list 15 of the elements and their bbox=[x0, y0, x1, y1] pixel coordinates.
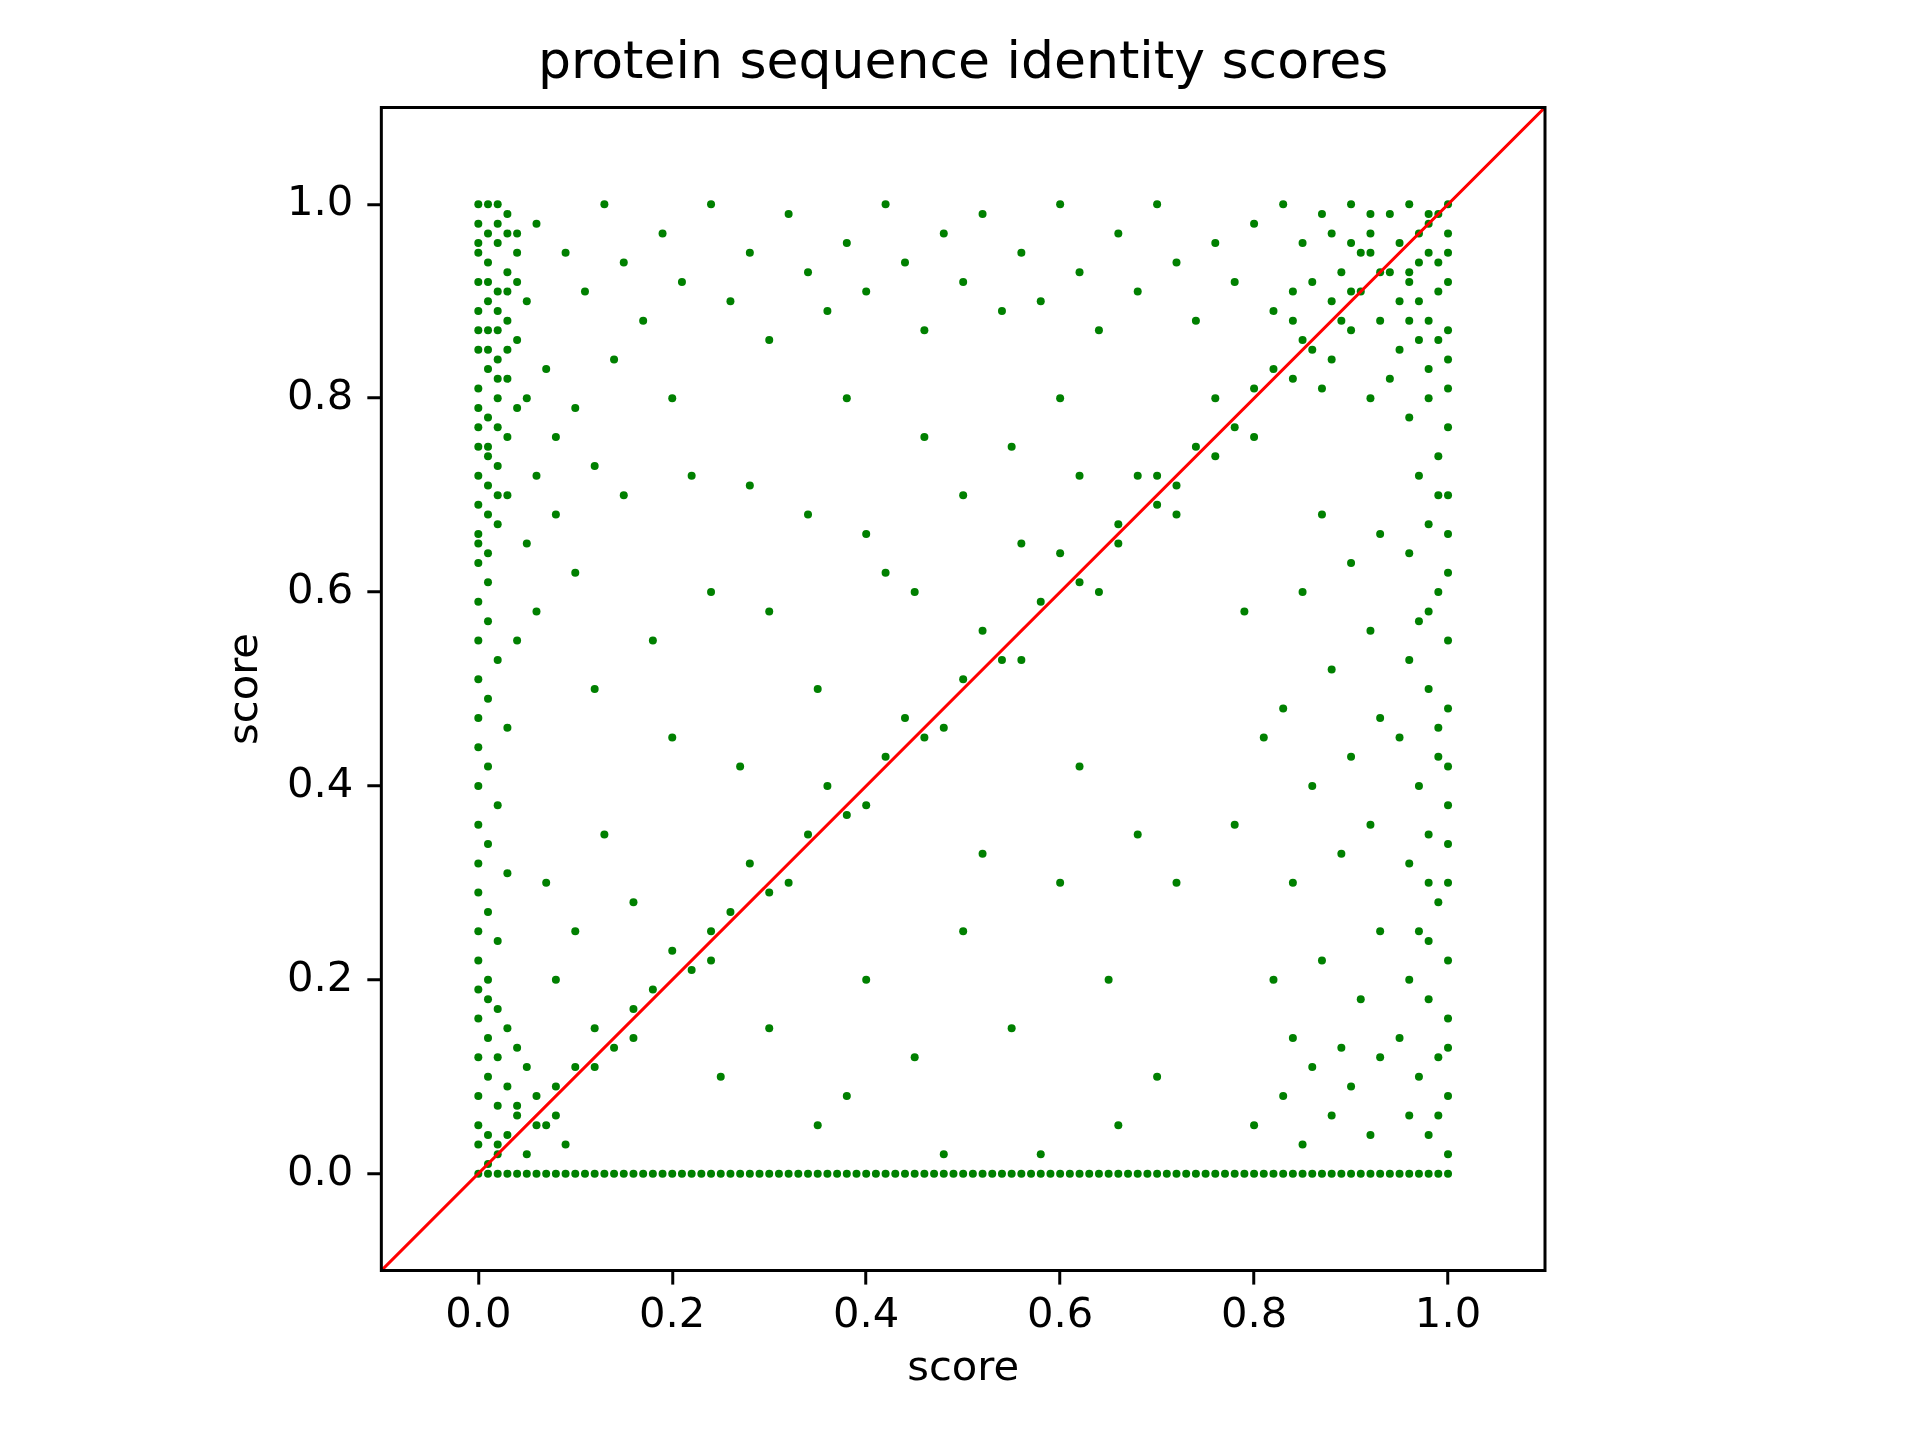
y-tick-label: 0.6 bbox=[287, 563, 354, 613]
y-tick-label: 0.2 bbox=[287, 951, 354, 1001]
y-tick-label: 0.0 bbox=[287, 1145, 354, 1195]
y-axis-title: score bbox=[217, 632, 267, 746]
chart-title: protein sequence identity scores bbox=[538, 29, 1389, 90]
y-tick-label: 0.8 bbox=[287, 370, 354, 420]
x-tick-label: 0.4 bbox=[833, 1288, 900, 1338]
y-tick-label: 1.0 bbox=[287, 176, 354, 226]
y-tick-label: 0.4 bbox=[287, 757, 354, 807]
x-tick-label: 1.0 bbox=[1414, 1288, 1482, 1338]
x-tick-label: 0.0 bbox=[445, 1288, 512, 1338]
x-axis-title: score bbox=[907, 1340, 1020, 1390]
x-tick-label: 0.6 bbox=[1026, 1288, 1094, 1338]
x-tick-label: 0.2 bbox=[639, 1288, 706, 1338]
x-tick-label: 0.8 bbox=[1220, 1288, 1288, 1338]
